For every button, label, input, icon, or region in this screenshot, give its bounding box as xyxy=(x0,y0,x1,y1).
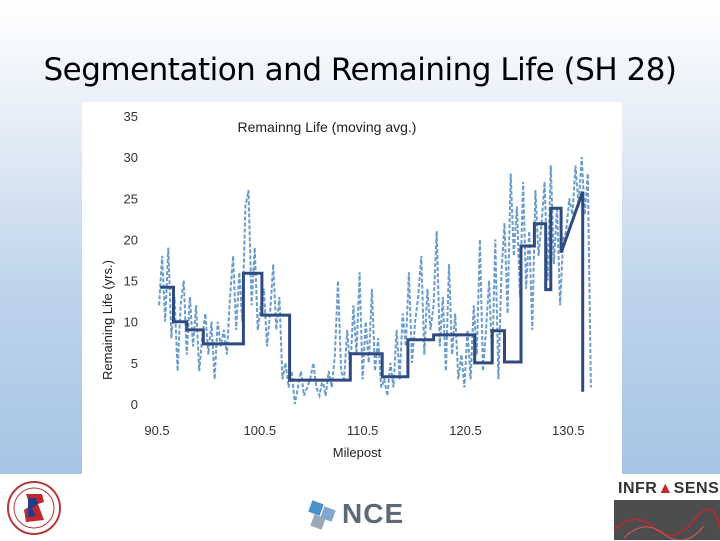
y-tick-label: 35 xyxy=(124,109,138,124)
y-tick-label: 10 xyxy=(124,315,138,330)
infrasense-logo-text: INFR▲SENSE xyxy=(618,480,720,497)
y-tick-label: 0 xyxy=(131,397,138,412)
chart-panel: Remainng Life (moving avg.) Remaining Li… xyxy=(82,102,622,474)
y-tick-label: 5 xyxy=(131,356,138,371)
y-axis-label: Remaining Life (yrs.) xyxy=(100,260,115,380)
x-tick-label: 120.5 xyxy=(449,423,482,438)
y-tick-label: 30 xyxy=(124,150,138,165)
x-tick-label: 110.5 xyxy=(347,423,379,438)
infrasense-logo: INFR▲SENSE xyxy=(614,478,720,540)
x-axis-label: Milepost xyxy=(333,445,382,460)
x-tick-label: 90.5 xyxy=(144,423,169,438)
series-line-moving-average xyxy=(158,157,592,405)
y-tick-label: 20 xyxy=(124,232,138,247)
chart-svg: Remainng Life (moving avg.) Remaining Li… xyxy=(100,109,592,460)
y-tick-label: 15 xyxy=(124,274,138,289)
x-tick-label: 130.5 xyxy=(552,423,585,438)
x-tick-label: 100.5 xyxy=(244,423,277,438)
y-tick-label: 25 xyxy=(124,191,138,206)
idaho-transportation-logo xyxy=(4,480,64,536)
footer-logo-bar: NCE INFR▲SENSE xyxy=(0,474,720,540)
slide-title: Segmentation and Remaining Life (SH 28) xyxy=(43,52,677,88)
nce-logo-text: NCE xyxy=(342,498,405,529)
chart-title: Remainng Life (moving avg.) xyxy=(238,119,417,135)
series-line-segments xyxy=(160,191,585,392)
nce-logo: NCE xyxy=(308,496,416,536)
